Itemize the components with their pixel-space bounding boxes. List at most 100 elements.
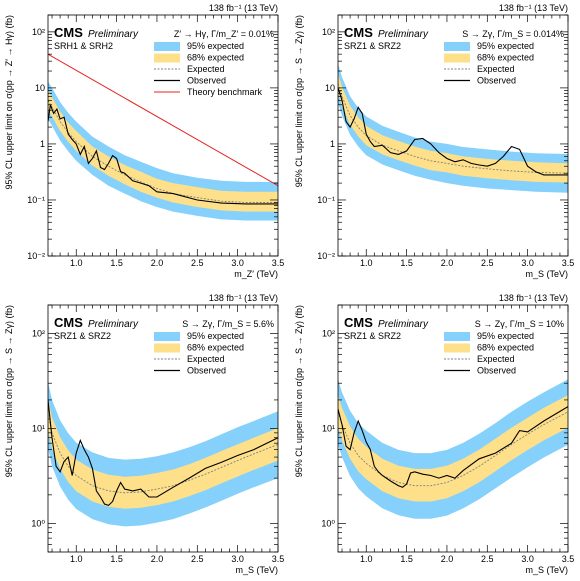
legend-swatch-68	[444, 53, 470, 63]
y-tick-label: 10	[35, 83, 45, 93]
legend-label: Observed	[187, 366, 226, 376]
panel-4: 1.0 1.5 2.0 2.5 3.0 3.5 10⁰ 10¹ 10² m_S (TeV) 95% …	[294, 293, 575, 575]
region-label: SRZ1 & SRZ2	[344, 41, 401, 51]
cms-label: CMS	[344, 25, 373, 40]
preliminary-label: Preliminary	[378, 29, 429, 40]
cms-label: CMS	[54, 25, 83, 40]
x-tick-label: 3.0	[231, 258, 244, 268]
observed-line	[338, 406, 568, 488]
x-tick-label: 3.5	[562, 554, 575, 564]
y-tick-label: 10	[325, 83, 335, 93]
legend-swatch-68	[444, 343, 470, 353]
y-axis-label: 95% CL upper limit on σ(pp → S → Zγ) (fb…	[4, 305, 14, 477]
band-68-expected	[338, 73, 568, 183]
legend-label: Observed	[477, 366, 516, 376]
panel-3: 1.0 1.5 2.0 2.5 3.0 3.5 10⁰ 10¹ 10² m_S (TeV) 95% …	[4, 293, 285, 575]
plot-area	[48, 381, 278, 527]
legend-label: Expected	[477, 354, 515, 364]
x-tick-label: 1.5	[110, 258, 123, 268]
legend-swatch-95	[154, 332, 180, 341]
cms-label: CMS	[54, 315, 83, 330]
band-95-expected	[338, 63, 568, 193]
y-tick-label: 10⁰	[31, 518, 45, 528]
x-tick-label: 2.5	[481, 258, 494, 268]
x-tick-label: 2.5	[481, 554, 494, 564]
plot-area	[48, 53, 278, 221]
x-tick-label: 3.0	[231, 554, 244, 564]
x-tick-label: 2.0	[151, 258, 164, 268]
x-axis-label: m_Z′ (TeV)	[234, 269, 278, 279]
y-tick-label: 10⁰	[321, 518, 335, 528]
legend-label: 68% expected	[477, 53, 534, 63]
expected-line	[338, 83, 568, 174]
x-tick-label: 2.0	[441, 258, 454, 268]
y-tick-label: 10²	[32, 329, 45, 339]
preliminary-label: Preliminary	[88, 29, 139, 40]
plot-area	[338, 379, 568, 519]
lumi-label: 138 fb⁻¹ (13 TeV)	[499, 3, 568, 13]
y-tick-label: 10⁻²	[317, 251, 335, 261]
legend-label: 68% expected	[187, 343, 244, 353]
y-tick-label: 10⁻¹	[27, 195, 45, 205]
expected-line	[48, 414, 278, 494]
x-axis-label: m_S (TeV)	[525, 565, 568, 575]
y-tick-label: 1	[40, 139, 45, 149]
y-tick-label: 10²	[322, 329, 335, 339]
x-tick-label: 1.0	[360, 554, 373, 564]
y-tick-label: 10¹	[322, 424, 335, 434]
band-68-expected	[338, 395, 568, 502]
x-tick-label: 2.5	[191, 258, 204, 268]
x-tick-label: 3.0	[521, 554, 534, 564]
process-label: S → Zγ, Γ/m_S = 10%	[475, 319, 564, 329]
process-label: S → Zγ, Γ/m_S = 0.014%	[462, 29, 564, 39]
x-tick-label: 1.5	[400, 554, 413, 564]
observed-line	[48, 399, 278, 507]
x-tick-label: 1.0	[70, 258, 83, 268]
preliminary-label: Preliminary	[88, 319, 139, 330]
y-tick-label: 10¹	[32, 424, 45, 434]
y-tick-label: 10²	[32, 27, 45, 37]
process-label: Z′ → Hγ, Γ/m_Z′ = 0.01%	[174, 29, 274, 39]
process-label: S → Zγ, Γ/m_S = 5.6%	[182, 319, 274, 329]
x-tick-label: 3.5	[272, 258, 285, 268]
region-label: SRH1 & SRH2	[54, 41, 113, 51]
plot-frame	[337, 14, 569, 257]
x-tick-label: 3.5	[272, 554, 285, 564]
legend-label: Theory benchmark	[187, 87, 263, 97]
lumi-label: 138 fb⁻¹ (13 TeV)	[209, 293, 278, 303]
legend-swatch-68	[154, 343, 180, 353]
plot-area	[338, 63, 568, 193]
band-68-expected	[48, 90, 278, 212]
legend-label: Expected	[477, 64, 515, 74]
x-tick-label: 3.0	[521, 258, 534, 268]
legend-label: Observed	[187, 76, 226, 86]
x-tick-label: 1.5	[400, 258, 413, 268]
y-axis-label: 95% CL upper limit on σ(pp → Z′ → Hγ) (f…	[4, 15, 14, 189]
legend-label: Expected	[187, 64, 225, 74]
y-tick-label: 1	[330, 139, 335, 149]
expected-line	[48, 100, 278, 203]
legend-swatch-95	[154, 42, 180, 51]
region-label: SRZ1 & SRZ2	[54, 331, 111, 341]
theory-benchmark-line	[48, 53, 278, 187]
observed-line	[338, 87, 568, 176]
legend-label: Observed	[477, 76, 516, 86]
legend-swatch-68	[154, 53, 180, 63]
legend-label: 68% expected	[477, 343, 534, 353]
y-axis-label: 95% CL upper limit on σ(pp → S → Zγ) (fb…	[294, 15, 304, 187]
legend-label: 95% expected	[187, 41, 244, 51]
y-axis-label: 95% CL upper limit on σ(pp → S → Zγ) (fb…	[294, 305, 304, 477]
band-95-expected	[48, 81, 278, 221]
band-68-expected	[48, 397, 278, 509]
lumi-label: 138 fb⁻¹ (13 TeV)	[209, 3, 278, 13]
x-tick-label: 2.0	[151, 554, 164, 564]
y-tick-label: 10⁻²	[27, 251, 45, 261]
legend-label: 95% expected	[477, 331, 534, 341]
x-tick-label: 3.5	[562, 258, 575, 268]
y-tick-label: 10⁻¹	[317, 195, 335, 205]
x-tick-label: 2.0	[441, 554, 454, 564]
legend-label: 95% expected	[477, 41, 534, 51]
x-axis-label: m_S (TeV)	[525, 269, 568, 279]
x-tick-label: 1.0	[360, 258, 373, 268]
